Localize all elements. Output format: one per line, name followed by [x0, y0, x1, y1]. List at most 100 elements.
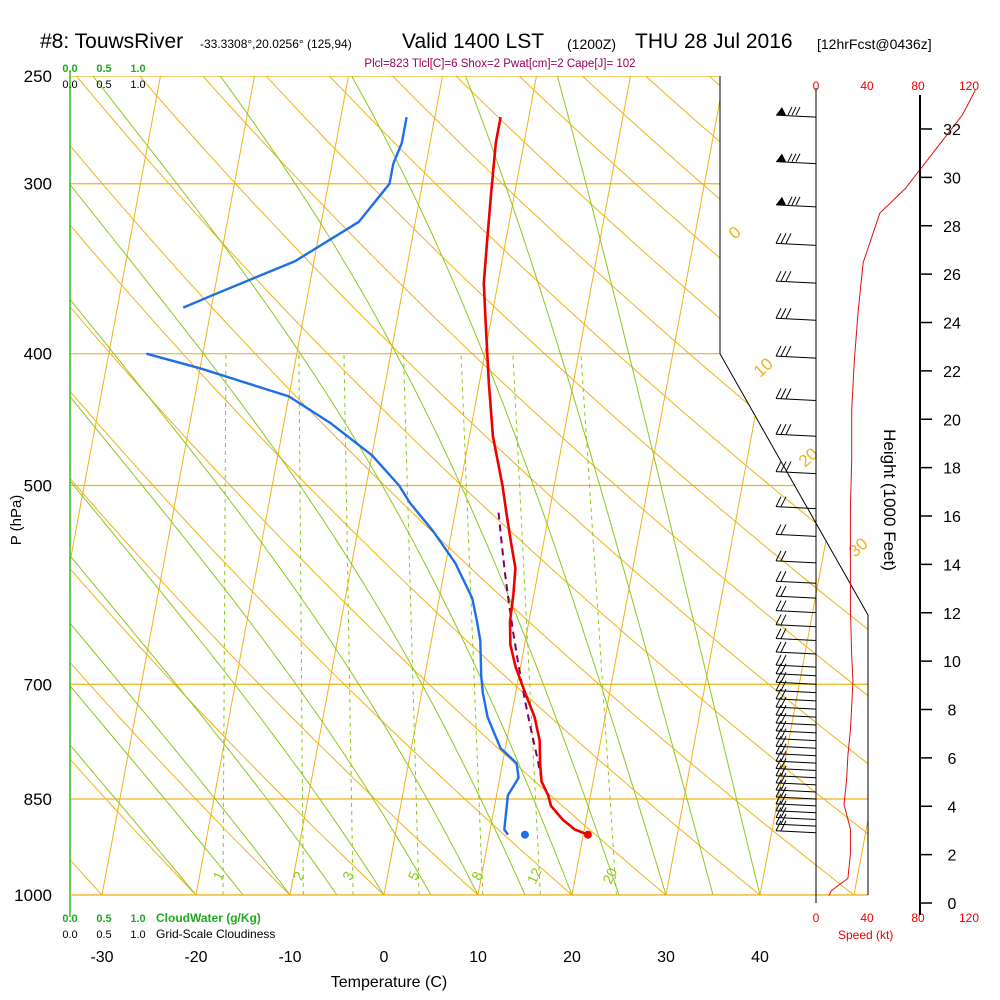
- wind-barb-staff: [775, 580, 817, 584]
- height-tick-label: 14: [943, 557, 961, 574]
- wind-barb-staff: [775, 803, 817, 807]
- wind-barb-feather: [785, 308, 792, 319]
- wind-barb-feather: [775, 308, 782, 319]
- wind-barb: [775, 820, 817, 834]
- wind-barb-feather: [775, 704, 782, 716]
- wind-barb-staff: [775, 433, 817, 437]
- stability-indices: Plcl=823 Tlcl[C]=6 Shox=2 Pwat[cm]=2 Cap…: [364, 58, 636, 70]
- wind-barb: [775, 743, 817, 757]
- wind-barb-feather: [775, 641, 782, 653]
- wind-barb-feather: [785, 345, 792, 357]
- wind-barb-feather: [780, 524, 787, 535]
- wind-barb-feather: [775, 813, 782, 825]
- isotherm-line: [195, 76, 349, 895]
- dry-adiabat-line: [306, 76, 868, 895]
- wind-barb-feather: [780, 807, 787, 818]
- wind-barb-staff: [775, 610, 817, 614]
- wind-barb: [775, 388, 817, 402]
- wind-barb-feather: [775, 614, 782, 625]
- temperature-tick-label: -20: [184, 949, 207, 966]
- wind-barb-feather: [780, 496, 787, 507]
- wind-barb-feather: [785, 233, 792, 244]
- wind-barb-staff: [775, 796, 817, 800]
- wind-barb-feather: [780, 388, 787, 399]
- wind-barb-feather: [780, 772, 787, 784]
- wind-barb-feather: [775, 758, 782, 769]
- mixing-ratio-line: [580, 353, 617, 895]
- wind-barb: [775, 424, 817, 437]
- wind-barb-staff: [775, 738, 817, 742]
- wind-barb-feather: [780, 786, 787, 798]
- wind-barb: [775, 654, 817, 668]
- wind-barb-staff: [775, 810, 817, 814]
- wind-barb-feather: [780, 628, 787, 639]
- y-axis-title: P (hPa): [8, 495, 25, 546]
- wind-barb-feather: [780, 672, 787, 683]
- moist-adiabat-line: [70, 76, 244, 895]
- cloud-water-label: CloudWater (g/Kg): [156, 911, 261, 925]
- wind-barb-feather: [791, 106, 797, 116]
- temperature-tick-label: 20: [563, 949, 581, 966]
- height-tick-label: 32: [943, 122, 961, 139]
- moist-adiabat-line: [70, 76, 197, 895]
- wind-barb-feather: [775, 772, 782, 784]
- wind-barb-staff: [775, 789, 817, 793]
- pressure-tick-label: 700: [24, 675, 52, 694]
- moist-adiabat-line: [70, 76, 291, 895]
- temperature-tick-label: -30: [90, 949, 113, 966]
- wind-barb-feather: [780, 820, 787, 831]
- dry-adiabat-label: 10: [750, 354, 777, 381]
- dry-adiabat-line: [431, 76, 868, 895]
- wind-barb-flag: [776, 196, 786, 205]
- isotherm-line: [948, 76, 1000, 895]
- mixing-ratio-label: 1: [209, 869, 227, 883]
- wind-barb: [775, 793, 817, 807]
- wind-barb-feather: [775, 728, 782, 739]
- wind-barb-feather: [775, 663, 782, 675]
- valid-time: Valid 1400 LST: [402, 30, 545, 53]
- wind-barb-staff: [775, 816, 817, 820]
- wind-barb-feather: [780, 720, 787, 732]
- dry-adiabat-line: [70, 76, 855, 895]
- wind-barb-feather: [787, 196, 793, 206]
- wind-barb-staff: [775, 595, 817, 599]
- plot-frame: [69, 71, 869, 917]
- wind-barb-staff: [775, 722, 817, 726]
- height-tick-label: 26: [943, 267, 961, 284]
- pressure-tick-label: 250: [24, 67, 52, 86]
- wind-barb-staff: [775, 775, 817, 779]
- cloud-water-tick-top: 1.0: [130, 63, 145, 75]
- wind-barb-feather: [780, 680, 787, 691]
- wind-barb: [775, 772, 817, 786]
- moist-adiabat-line: [465, 76, 714, 895]
- wind-barb: [775, 735, 817, 749]
- wind-barb: [775, 614, 817, 628]
- height-tick-label: 10: [943, 654, 961, 671]
- wind-barb: [775, 153, 817, 165]
- wind-barb: [775, 696, 817, 710]
- wind-barb-feather: [785, 424, 792, 435]
- speed-tick-top: 120: [959, 79, 979, 93]
- cloudiness-label: Grid-Scale Cloudiness: [156, 927, 275, 941]
- dry-adiabat-label: 0: [725, 223, 745, 243]
- mixing-ratio-label: 5: [404, 869, 422, 883]
- wind-barb-feather: [775, 600, 782, 611]
- wind-barb-staff: [775, 560, 817, 564]
- mixing-ratio-line: [512, 353, 541, 895]
- wind-barb-feather: [775, 750, 782, 762]
- moist-adiabat-line: [219, 76, 620, 895]
- wind-barb-feather: [775, 585, 782, 597]
- wind-barb: [775, 786, 817, 800]
- height-tick-label: 18: [943, 461, 961, 478]
- sounding-profiles: [146, 116, 592, 839]
- dry-adiabat-line: [70, 76, 573, 895]
- wind-barb: [775, 461, 817, 475]
- pressure-tick-label: 400: [24, 345, 52, 364]
- wind-barb-feather: [780, 600, 787, 611]
- dry-adiabat-line: [70, 76, 479, 895]
- wind-barb: [775, 779, 817, 793]
- wind-barb-staff: [775, 823, 817, 827]
- wind-barb-feather: [775, 743, 782, 754]
- wind-barb: [775, 800, 817, 814]
